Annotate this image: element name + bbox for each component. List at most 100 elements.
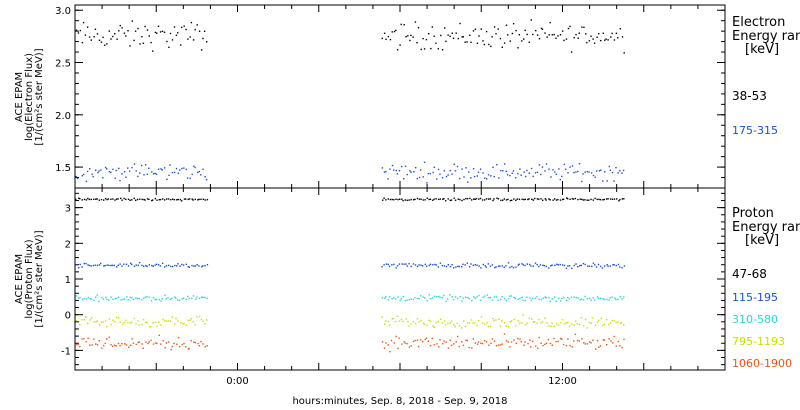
data-point bbox=[485, 341, 488, 343]
data-point bbox=[582, 262, 585, 265]
data-point bbox=[473, 175, 476, 178]
data-point bbox=[429, 198, 432, 200]
data-point bbox=[529, 339, 531, 341]
data-point bbox=[395, 320, 397, 323]
data-point bbox=[94, 264, 96, 266]
data-point bbox=[469, 197, 471, 200]
data-point bbox=[157, 168, 160, 170]
data-point bbox=[609, 322, 612, 324]
data-point bbox=[588, 341, 591, 343]
data-point bbox=[392, 317, 395, 320]
data-point bbox=[549, 199, 551, 201]
data-point bbox=[617, 321, 619, 323]
x-tick-label: 0:00 bbox=[226, 376, 248, 387]
data-point bbox=[404, 165, 407, 167]
data-point bbox=[524, 299, 526, 302]
data-point bbox=[119, 344, 121, 347]
data-point bbox=[492, 318, 494, 320]
data-point bbox=[482, 263, 484, 266]
data-point bbox=[98, 300, 100, 303]
data-point bbox=[487, 174, 490, 176]
data-point bbox=[611, 319, 613, 322]
data-point bbox=[410, 198, 412, 201]
data-point bbox=[439, 296, 441, 299]
data-point bbox=[387, 263, 389, 266]
data-point bbox=[479, 299, 482, 302]
data-point bbox=[416, 177, 418, 180]
data-point bbox=[572, 198, 575, 200]
data-point bbox=[165, 298, 168, 300]
data-point bbox=[517, 298, 519, 300]
data-point bbox=[551, 298, 553, 300]
data-point bbox=[596, 296, 599, 298]
data-point bbox=[498, 318, 500, 320]
data-point bbox=[123, 321, 126, 324]
y-tick-label: 0 bbox=[65, 311, 71, 322]
data-point bbox=[188, 266, 190, 268]
data-point bbox=[480, 342, 482, 344]
data-point bbox=[406, 343, 408, 345]
data-point bbox=[503, 266, 505, 268]
data-point bbox=[146, 321, 148, 324]
data-point bbox=[555, 173, 557, 175]
data-point bbox=[459, 295, 461, 298]
data-point bbox=[604, 171, 606, 173]
data-point bbox=[607, 198, 609, 200]
data-point bbox=[426, 182, 428, 184]
data-point bbox=[437, 168, 440, 171]
data-point bbox=[121, 27, 123, 29]
data-point bbox=[416, 42, 418, 44]
data-point bbox=[82, 21, 85, 24]
data-point bbox=[512, 170, 515, 172]
data-point bbox=[179, 265, 181, 267]
data-point bbox=[489, 198, 492, 200]
data-point bbox=[151, 171, 153, 173]
data-point bbox=[112, 198, 114, 200]
data-point bbox=[451, 264, 453, 266]
data-point bbox=[87, 264, 89, 266]
data-point bbox=[449, 199, 451, 202]
electron-legend: 38-53 175-315 bbox=[732, 89, 778, 137]
data-point bbox=[405, 36, 407, 38]
data-point bbox=[505, 325, 507, 327]
data-point bbox=[567, 27, 570, 30]
data-point bbox=[545, 163, 548, 165]
data-point bbox=[77, 297, 80, 299]
data-point bbox=[187, 348, 189, 350]
data-point bbox=[478, 198, 480, 200]
data-point bbox=[166, 40, 168, 43]
data-point bbox=[590, 35, 592, 37]
data-point bbox=[93, 299, 95, 301]
data-point bbox=[544, 317, 546, 319]
data-point bbox=[96, 33, 99, 35]
data-point bbox=[579, 198, 581, 200]
data-point bbox=[108, 336, 110, 338]
data-point bbox=[596, 340, 599, 342]
data-point bbox=[447, 264, 449, 266]
data-point bbox=[391, 298, 393, 300]
data-point bbox=[185, 168, 187, 171]
data-point bbox=[103, 265, 105, 267]
data-point bbox=[555, 37, 557, 39]
data-point bbox=[432, 264, 434, 266]
data-point bbox=[171, 345, 173, 348]
data-point bbox=[106, 168, 108, 170]
data-point bbox=[196, 316, 198, 318]
data-point bbox=[596, 36, 598, 38]
data-point bbox=[507, 34, 509, 36]
legend-entry: 38-53 bbox=[732, 89, 767, 103]
data-point bbox=[96, 344, 99, 346]
data-point bbox=[567, 265, 569, 267]
data-point bbox=[135, 199, 137, 201]
data-point bbox=[510, 341, 513, 343]
data-point bbox=[145, 264, 147, 267]
data-point bbox=[490, 342, 492, 344]
data-point bbox=[435, 322, 437, 324]
data-point bbox=[525, 175, 527, 178]
data-point bbox=[582, 199, 585, 201]
data-point bbox=[571, 323, 573, 325]
data-point bbox=[395, 169, 397, 172]
data-point bbox=[466, 262, 469, 264]
data-point bbox=[545, 199, 547, 201]
data-point bbox=[107, 198, 110, 200]
